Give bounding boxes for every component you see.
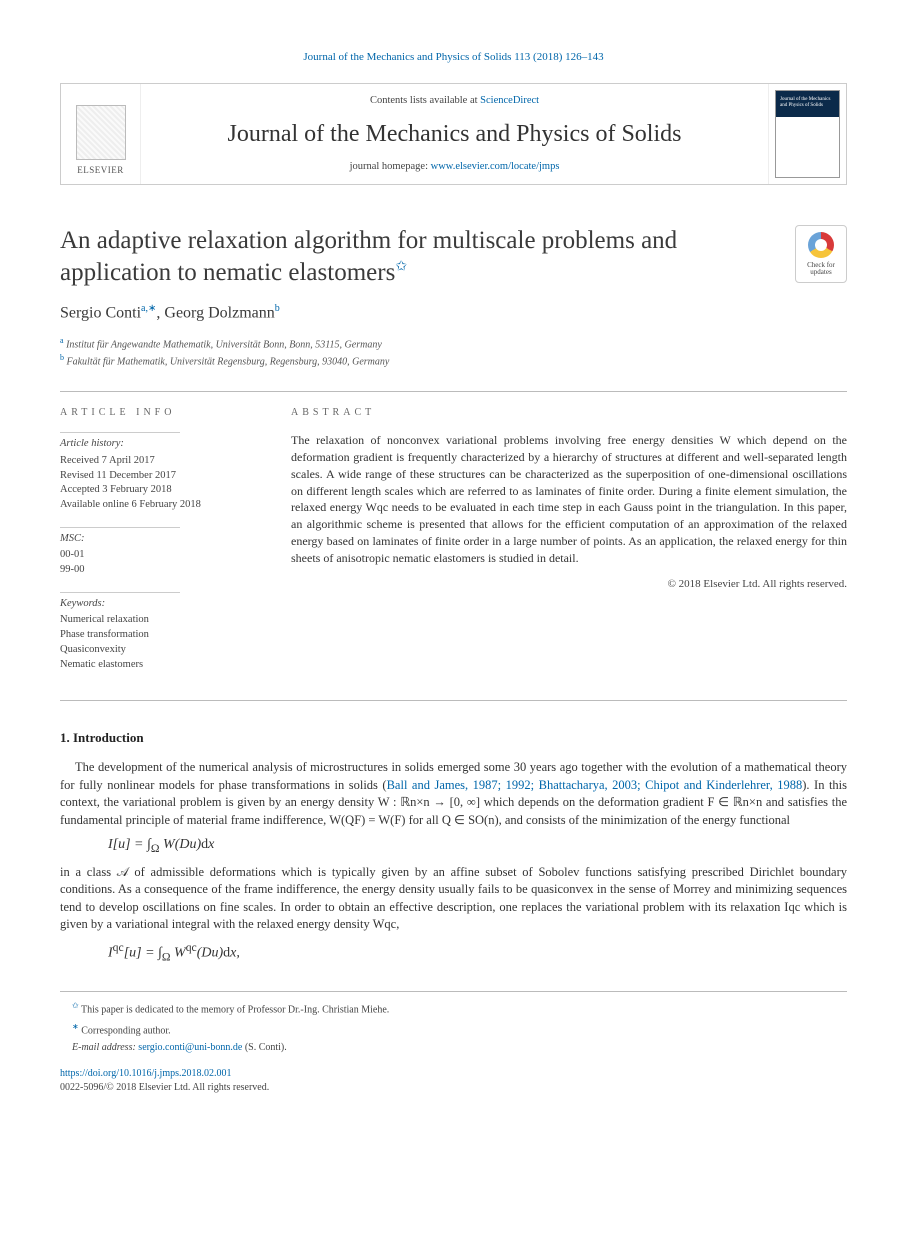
citation-link-1[interactable]: Ball and James, 1987; 1992; Bhattacharya… [387,778,803,792]
msc-code-1: 00-01 [60,548,261,563]
abstract-copyright: © 2018 Elsevier Ltd. All rights reserved… [291,577,847,592]
author-line: Sergio Contia,∗, Georg Dolzmannb [60,302,847,325]
history-received: Received 7 April 2017 [60,454,261,469]
crossref-journal-link[interactable]: Journal of the Mechanics and Physics of … [303,51,603,63]
author-2: Georg Dolzmann [164,304,274,321]
masthead-center: Contents lists available at ScienceDirec… [141,84,768,184]
article-history-block: Article history: Received 7 April 2017 R… [60,432,261,512]
section-1-head: 1. Introduction [60,729,847,747]
issn-line: 0022-5096/© 2018 Elsevier Ltd. All right… [60,1081,847,1095]
check-updates-label: Check for updates [800,262,842,277]
equation-1: I[u] = ∫Ω W(Du)dx [108,835,847,857]
footnotes: ✩ This paper is dedicated to the memory … [60,991,847,1055]
homepage-line: journal homepage: www.elsevier.com/locat… [149,160,760,175]
intro-para-2: in a class 𝒜 of admissible deformations … [60,864,847,934]
email-link[interactable]: sergio.conti@uni-bonn.de [138,1042,242,1053]
cover-thumb-block: Journal of the Mechanics and Physics of … [768,84,846,184]
keyword-1: Numerical relaxation [60,613,261,628]
title-footnote-star: ✩ [395,259,407,274]
intro-para-1: The development of the numerical analysi… [60,759,847,829]
article-info-head: ARTICLE INFO [60,406,261,420]
affiliations: a Institut für Angewandte Mathematik, Un… [60,335,847,370]
msc-code-2: 99-00 [60,563,261,578]
history-revised: Revised 11 December 2017 [60,469,261,484]
journal-title: Journal of the Mechanics and Physics of … [149,118,760,152]
journal-cover-thumb: Journal of the Mechanics and Physics of … [775,90,840,178]
elsevier-tree-logo [76,105,126,160]
keyword-3: Quasiconvexity [60,643,261,658]
abstract-head: ABSTRACT [291,406,847,420]
abstract-column: ABSTRACT The relaxation of nonconvex var… [275,392,847,700]
crossmark-icon [808,232,834,258]
affiliation-b: Fakultät für Mathematik, Universität Reg… [67,356,390,367]
sciencedirect-link[interactable]: ScienceDirect [480,95,539,106]
masthead: ELSEVIER Contents lists available at Sci… [60,83,847,185]
keyword-4: Nematic elastomers [60,658,261,673]
footnote-dedication: ✩ This paper is dedicated to the memory … [60,1000,847,1017]
footnote-corresponding: ∗ Corresponding author. [60,1021,847,1038]
affiliation-a: Institut für Angewandte Mathematik, Univ… [66,339,382,350]
history-accepted: Accepted 3 February 2018 [60,483,261,498]
publisher-name: ELSEVIER [77,164,124,177]
contents-available-line: Contents lists available at ScienceDirec… [149,94,760,109]
author-1-affil-marker: a, [141,303,148,314]
article-title: An adaptive relaxation algorithm for mul… [60,225,783,288]
keywords-block: Keywords: Numerical relaxation Phase tra… [60,592,261,672]
crossref-header: Journal of the Mechanics and Physics of … [60,50,847,65]
doi-block: https://doi.org/10.1016/j.jmps.2018.02.0… [60,1067,847,1095]
abstract-text: The relaxation of nonconvex variational … [291,432,847,566]
msc-block: MSC: 00-01 99-00 [60,527,261,578]
author-1: Sergio Conti [60,304,141,321]
check-updates-widget[interactable]: Check for updates [795,225,847,283]
author-2-affil-marker: b [275,303,280,314]
equation-2: Iqc[u] = ∫Ω Wqc(Du)dx, [108,940,847,966]
keyword-2: Phase transformation [60,628,261,643]
publisher-logo-block: ELSEVIER [61,84,141,184]
footnote-email: E-mail address: sergio.conti@uni-bonn.de… [60,1041,847,1055]
article-info-column: ARTICLE INFO Article history: Received 7… [60,392,275,700]
journal-homepage-link[interactable]: www.elsevier.com/locate/jmps [431,161,560,172]
history-online: Available online 6 February 2018 [60,498,261,513]
doi-link[interactable]: https://doi.org/10.1016/j.jmps.2018.02.0… [60,1068,232,1079]
